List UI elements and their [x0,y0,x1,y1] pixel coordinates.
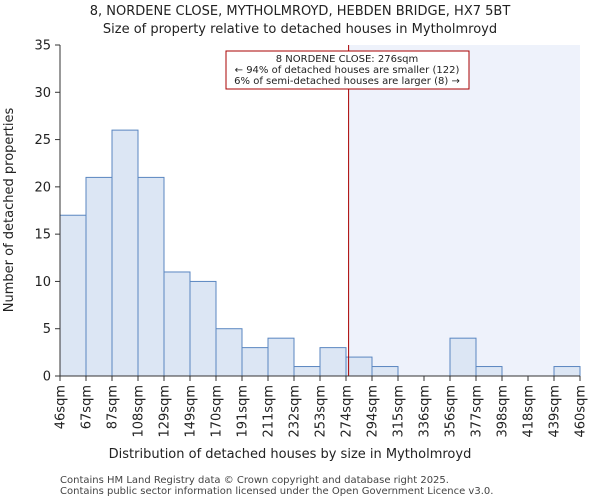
highlight-region [348,45,580,376]
annotation-line-2: ← 94% of detached houses are smaller (12… [235,65,460,76]
x-tick-label: 67sqm [80,385,95,429]
x-tick-label: 356sqm [444,385,459,438]
y-tick-label: 15 [34,228,51,243]
x-tick-label: 274sqm [340,385,355,438]
annotation-box: 8 NORDENE CLOSE: 276sqm ← 94% of detache… [225,50,470,90]
bar [475,366,503,377]
x-tick-label: 129sqm [158,385,173,438]
x-tick-label: 460sqm [574,385,589,438]
plot-area: 0 5 10 15 20 25 30 35 46sqm 67sqm 87sqm 108sqm 129sq… [34,39,588,438]
bar [267,337,295,377]
bar [319,347,347,377]
bar [137,176,165,377]
chart-subtitle: Size of property relative to detached ho… [103,22,497,37]
y-tick-label: 10 [34,275,51,290]
x-tick-label: 336sqm [418,385,433,438]
x-tick-label: 315sqm [392,385,407,438]
annotation-line-3: 6% of semi-detached houses are larger (8… [234,76,460,87]
x-tick-label: 398sqm [496,385,511,438]
y-tick-label: 35 [34,39,51,54]
annotation-line-1: 8 NORDENE CLOSE: 276sqm [276,54,419,65]
y-axis-label: Number of detached properties [2,108,17,313]
bar [189,280,217,377]
y-tick-label: 0 [43,370,51,385]
x-tick-label: 232sqm [288,385,303,438]
bar [85,176,113,377]
bar [163,271,191,377]
bar [111,129,139,377]
y-tick-label: 25 [34,133,51,148]
y-tick-label: 20 [34,180,51,195]
bar [241,347,269,377]
bar [59,214,87,377]
footer-line-2: Contains public sector information licen… [60,486,493,497]
x-tick-label: 418sqm [522,385,537,438]
bar [215,328,243,377]
x-tick-label: 439sqm [548,385,563,438]
x-tick-label: 149sqm [184,385,199,438]
bar [293,366,321,377]
chart-title: 8, NORDENE CLOSE, MYTHOLMROYD, HEBDEN BR… [90,4,511,19]
y-tick-label: 30 [34,86,51,101]
y-tick-label: 5 [43,322,51,337]
bar [371,366,399,377]
x-tick-label: 211sqm [262,385,277,438]
x-tick-label: 191sqm [236,385,251,438]
annotation-frame [225,50,470,90]
x-axis-label: Distribution of detached houses by size … [109,447,472,462]
x-tick-label: 294sqm [366,385,381,438]
footer-line-1: Contains HM Land Registry data © Crown c… [60,475,449,486]
bar [553,366,581,377]
x-tick-label: 253sqm [314,385,329,438]
bar [449,337,477,377]
x-tick-label: 170sqm [210,385,225,438]
x-tick-label: 46sqm [54,385,69,429]
x-tick-label: 87sqm [106,385,121,429]
x-tick-label: 377sqm [470,385,485,438]
bar [345,356,373,377]
x-tick-label: 108sqm [132,385,147,438]
